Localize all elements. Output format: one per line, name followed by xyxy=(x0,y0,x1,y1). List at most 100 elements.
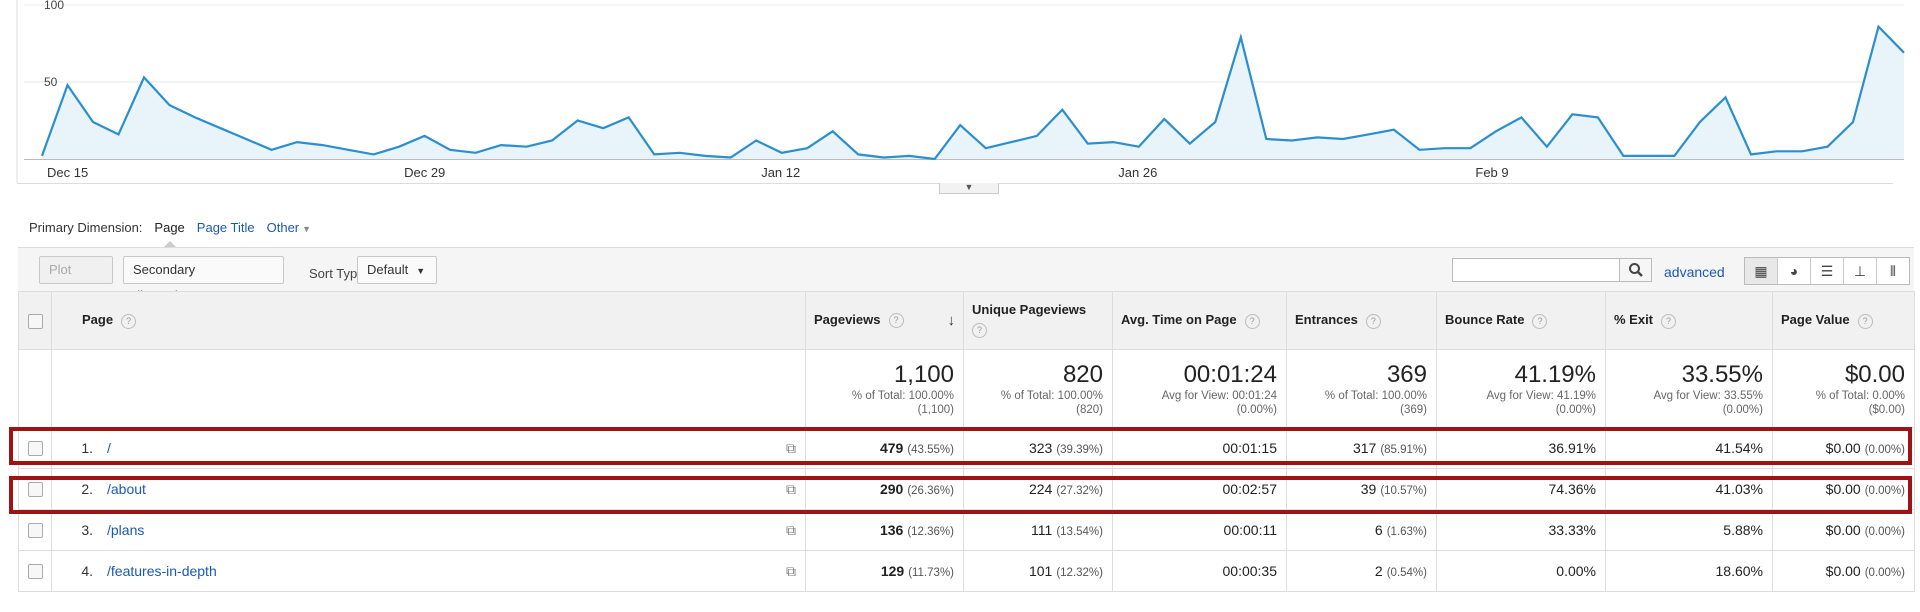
table-toolbar: Plot Rows Secondary dimension▼ Sort Type… xyxy=(18,247,1914,303)
y-tick-label: 50 xyxy=(44,75,58,89)
search-icon xyxy=(1628,263,1643,277)
sessions-line-chart: 100 50 Dec 15 Dec 29 Jan 12 Jan 26 Feb 9 xyxy=(16,0,1905,184)
exit-value: 41.03% xyxy=(1715,481,1763,497)
page-cell: 3. /plans ⧉ xyxy=(51,509,806,551)
open-in-new-window-icon[interactable]: ⧉ xyxy=(786,480,796,497)
row-checkbox[interactable] xyxy=(27,482,43,498)
total-sub: Avg for View: 33.55% xyxy=(1653,389,1763,402)
table-row: 2. /about ⧉ 290 (26.36%) 224 (27.32%) 00:02:57 3… xyxy=(18,468,1915,510)
row-rank: 1. xyxy=(81,439,93,456)
avg-time-cell: 00:00:35 xyxy=(1112,550,1287,592)
help-icon[interactable]: ? xyxy=(972,323,987,338)
row-checkbox[interactable] xyxy=(27,441,43,457)
help-icon[interactable]: ? xyxy=(1244,313,1260,329)
avg-time-value: 00:00:11 xyxy=(1223,522,1277,538)
header-exit-label: % Exit xyxy=(1614,312,1654,328)
search-button[interactable] xyxy=(1620,258,1652,282)
open-in-new-window-icon[interactable]: ⧉ xyxy=(786,439,796,456)
row-rank: 3. xyxy=(81,521,93,538)
avg-time-value: 00:01:15 xyxy=(1222,440,1278,456)
other-label: Other xyxy=(266,220,300,235)
x-tick-label: Jan 26 xyxy=(1118,165,1157,180)
unique-pct: (39.39%) xyxy=(1056,444,1103,456)
pie-view-icon[interactable]: ◕ xyxy=(1778,258,1811,284)
pages-data-table: Page? Pageviews? ↓ Unique Pageviews? Avg.… xyxy=(18,291,1915,592)
comparison-view-icon[interactable]: ⊥ xyxy=(1844,258,1877,284)
page-link[interactable]: /features-in-depth xyxy=(107,562,217,579)
row-rank: 4. xyxy=(81,562,93,579)
page-value: $0.00 xyxy=(1825,563,1861,579)
total-avg-time: 00:01:24 Avg for View: 00:01:24 (0.00%) xyxy=(1112,349,1287,428)
total-bounce: 41.19% Avg for View: 41.19% (0.00%) xyxy=(1436,349,1606,428)
header-bounce-rate[interactable]: Bounce Rate? xyxy=(1436,291,1606,350)
pageviews-pct: (26.36%) xyxy=(907,485,954,497)
header-page-value[interactable]: Page Value? xyxy=(1772,291,1915,350)
page-value: $0.00 xyxy=(1825,522,1861,538)
help-icon[interactable]: ? xyxy=(1532,313,1548,329)
entrances-value: 6 xyxy=(1374,522,1383,538)
entrances-pct: (10.57%) xyxy=(1380,485,1427,497)
sort-type-dropdown[interactable]: Default ▼ xyxy=(357,256,437,284)
entrances-pct: (85.91%) xyxy=(1380,444,1427,456)
bounce-value: 74.36% xyxy=(1548,481,1596,497)
bounce-value: 36.91% xyxy=(1548,440,1596,456)
table-view-icon[interactable]: ▦ xyxy=(1745,258,1778,284)
page-value-pct: (0.00%) xyxy=(1864,485,1905,497)
total-sub: (820) xyxy=(1076,403,1103,416)
help-icon[interactable]: ? xyxy=(1857,313,1873,329)
table-search-input[interactable] xyxy=(1452,258,1620,282)
unique-cell: 111 (13.54%) xyxy=(963,509,1113,551)
page-value-cell: $0.00 (0.00%) xyxy=(1772,550,1915,592)
exit-value: 18.60% xyxy=(1715,563,1763,579)
pageviews-cell: 129 (11.73%) xyxy=(805,550,964,592)
unique-value: 323 xyxy=(1028,440,1053,456)
row-checkbox[interactable] xyxy=(27,523,43,539)
total-value: 41.19% xyxy=(1514,360,1596,388)
secondary-dimension-dropdown[interactable]: Secondary dimension▼ xyxy=(123,256,284,303)
total-sub: Avg for View: 41.19% xyxy=(1486,389,1596,402)
unique-value: 101 xyxy=(1028,563,1053,579)
header-exit[interactable]: % Exit? xyxy=(1605,291,1773,350)
entrances-value: 2 xyxy=(1374,563,1383,579)
header-entrances[interactable]: Entrances? xyxy=(1286,291,1437,350)
row-checkbox[interactable] xyxy=(27,564,43,580)
view-type-group: ▦ ◕ ☰ ⊥ ⦀ xyxy=(1744,257,1910,285)
advanced-filter-link[interactable]: advanced xyxy=(1664,264,1725,280)
pivot-view-icon[interactable]: ⦀ xyxy=(1889,262,1897,279)
page-value-pct: (0.00%) xyxy=(1864,567,1905,579)
total-sub: % of Total: 0.00% xyxy=(1815,389,1905,402)
help-icon[interactable]: ? xyxy=(1365,313,1381,329)
unique-value: 224 xyxy=(1028,481,1053,497)
plot-rows-button[interactable]: Plot Rows xyxy=(39,256,113,303)
chart-collapse-handle[interactable]: ▼ xyxy=(939,183,999,194)
chart-line xyxy=(40,24,1905,161)
page-link[interactable]: / xyxy=(107,439,111,456)
header-pageviews[interactable]: Pageviews? ↓ xyxy=(805,291,964,350)
bar-view-icon[interactable]: ☰ xyxy=(1811,258,1844,284)
help-icon[interactable]: ? xyxy=(1661,313,1677,329)
total-sub: (1,100) xyxy=(917,403,954,416)
primary-dimension-page-title[interactable]: Page Title xyxy=(196,220,255,235)
bounce-cell: 33.33% xyxy=(1436,509,1606,551)
open-in-new-window-icon[interactable]: ⧉ xyxy=(786,521,796,538)
page-value-pct: (0.00%) xyxy=(1864,444,1905,456)
select-all-checkbox[interactable] xyxy=(27,313,43,329)
open-in-new-window-icon[interactable]: ⧉ xyxy=(786,562,796,579)
page-link[interactable]: /about xyxy=(107,480,146,497)
primary-dimension-page[interactable]: Page xyxy=(154,220,185,247)
header-page[interactable]: Page? xyxy=(51,291,806,350)
total-value: $0.00 xyxy=(1844,360,1905,388)
help-icon[interactable]: ? xyxy=(121,313,137,329)
total-sub: (0.00%) xyxy=(1555,403,1596,416)
page-link[interactable]: /plans xyxy=(107,521,145,538)
header-unique-pageviews[interactable]: Unique Pageviews? xyxy=(963,291,1113,350)
total-pageviews: 1,100% of Total: 100.00% (1,100) xyxy=(805,349,964,428)
header-bounce-label: Bounce Rate xyxy=(1445,312,1525,328)
help-icon[interactable]: ? xyxy=(888,313,904,329)
table-header-row: Page? Pageviews? ↓ Unique Pageviews? Avg.… xyxy=(18,291,1915,350)
header-page-label: Page xyxy=(82,312,114,328)
table-row: 3./plans ⧉ 136 (12.36%) 111 (13.54%) 00:00:11 6… xyxy=(18,509,1915,551)
header-unique-label: Unique Pageviews xyxy=(972,302,1087,317)
primary-dimension-other[interactable]: Other ▼ xyxy=(267,220,311,235)
header-avg-time[interactable]: Avg. Time on Page? xyxy=(1112,291,1287,350)
